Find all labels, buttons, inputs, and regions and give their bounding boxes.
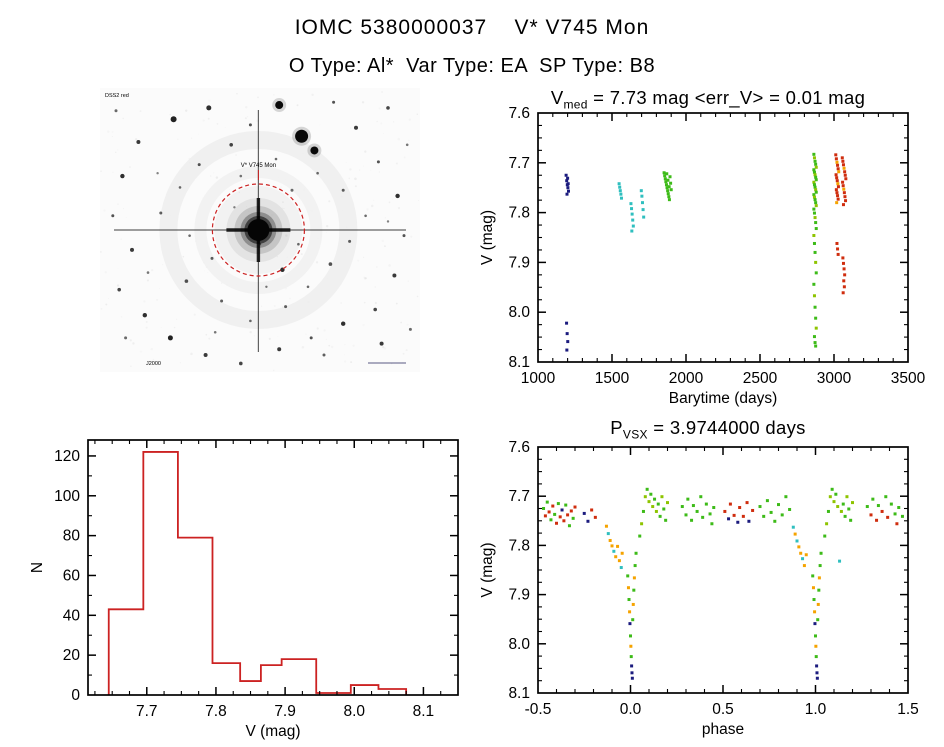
x-tick-label: 1.0 — [805, 701, 827, 718]
finding-chart-image: V* V745 Mon DSS2 red J2000 — [100, 88, 420, 372]
period-subscript: VSX — [622, 427, 648, 442]
y-axis-title: N — [29, 562, 46, 573]
period-symbol: P — [610, 417, 623, 438]
y-axis-title: V (mag) — [479, 542, 496, 597]
y-tick-label: 0 — [71, 687, 80, 704]
x-tick-label: 0.0 — [620, 701, 642, 718]
phase-folded-light-curve: -0.5 0.0 0.5 1.0 1.5 7.6 7.7 7.8 7.9 8.0 8.1 phase V… — [479, 440, 919, 738]
y-tick-label: 8.0 — [508, 304, 530, 321]
page-title: IOMC 5380000037 V* V745 Mon — [294, 16, 650, 39]
x-tick-label: 3500 — [891, 370, 926, 387]
histogram-outline — [107, 451, 408, 695]
y-tick-label: 20 — [63, 647, 81, 664]
x-tick-label: 1000 — [521, 370, 556, 387]
axes: 7.7 7.8 7.9 8.0 8.1 0 20 40 60 80 100 120 V (mag) N — [29, 439, 459, 740]
vmed-symbol: V — [550, 87, 564, 108]
x-tick-label: 3000 — [817, 370, 852, 387]
y-tick-label: 60 — [63, 567, 81, 584]
target-label: V* V745 Mon — [241, 163, 276, 169]
x-axis-title: Barytime (days) — [669, 390, 778, 407]
magnitude-histogram: 7.7 7.8 7.9 8.0 8.1 0 20 40 60 80 100 120 V (mag) N — [29, 439, 459, 740]
data-points — [564, 152, 848, 352]
field-stars — [111, 98, 412, 366]
x-tick-label: -0.5 — [525, 701, 552, 718]
x-tick-label: 8.0 — [343, 703, 365, 720]
vmed-value-text: = 7.73 mag <err_V> = 0.01 mag — [587, 87, 866, 108]
y-axis-title: V (mag) — [479, 210, 496, 265]
y-tick-label: 7.8 — [508, 537, 530, 554]
data-points — [542, 487, 904, 680]
y-tick-label: 7.6 — [508, 105, 530, 122]
y-tick-label: 8.0 — [508, 636, 530, 653]
phase-chart-title: PVSX = 3.9744000 days — [472, 417, 944, 442]
x-tick-label: 0.5 — [712, 701, 734, 718]
x-tick-label: 1.5 — [897, 701, 919, 718]
x-tick-label: 7.8 — [205, 703, 227, 720]
x-tick-label: 7.9 — [274, 703, 296, 720]
x-tick-label: 1500 — [595, 370, 630, 387]
y-tick-label: 7.8 — [508, 205, 530, 222]
period-value-text: = 3.9744000 days — [647, 417, 806, 438]
y-tick-label: 100 — [54, 488, 80, 505]
axes: -0.5 0.0 0.5 1.0 1.5 7.6 7.7 7.8 7.9 8.0 8.1 phase V… — [479, 440, 919, 738]
barytime-light-curve: 1000 1500 2000 2500 3000 3500 7.6 7.7 7.8 7.9 8.0 8… — [479, 105, 926, 407]
x-tick-label: 2500 — [743, 370, 778, 387]
y-tick-label: 40 — [63, 607, 81, 624]
barytime-chart-title: Vmed = 7.73 mag <err_V> = 0.01 mag — [472, 87, 944, 112]
y-tick-label: 7.7 — [508, 155, 530, 172]
y-tick-label: 8.1 — [508, 685, 530, 702]
x-axis-title: phase — [702, 721, 744, 738]
x-tick-label: 8.1 — [413, 703, 435, 720]
y-tick-label: 7.9 — [508, 254, 530, 271]
x-tick-label: 2000 — [669, 370, 704, 387]
survey-label: DSS2 red — [105, 93, 129, 99]
coords-label: J2000 — [146, 361, 161, 367]
page-subtitle: O Type: Al* Var Type: EA SP Type: B8 — [288, 55, 656, 77]
vmed-subscript: med — [563, 97, 588, 112]
y-tick-label: 80 — [63, 528, 81, 545]
y-tick-label: 120 — [54, 448, 80, 465]
y-tick-label: 7.6 — [508, 440, 530, 456]
y-tick-label: 7.9 — [508, 587, 530, 604]
target-marker: V* V745 Mon — [211, 163, 305, 277]
target-star — [114, 110, 406, 352]
axes: 1000 1500 2000 2500 3000 3500 7.6 7.7 7.8 7.9 8.0 8… — [479, 105, 926, 407]
x-tick-label: 7.7 — [136, 703, 158, 720]
y-tick-label: 7.7 — [508, 488, 530, 505]
x-axis-title: V (mag) — [245, 723, 300, 740]
y-tick-label: 8.1 — [508, 354, 530, 371]
